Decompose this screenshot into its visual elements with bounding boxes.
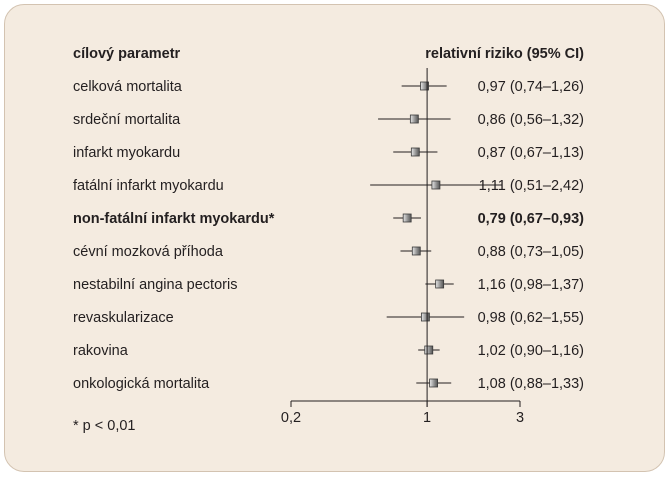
header-left: cílový parametr: [73, 46, 181, 62]
row-value: 1,08 (0,88–1,33): [478, 376, 584, 392]
row-value: 0,87 (0,67–1,13): [478, 145, 584, 161]
row-label: cévní mozková příhoda: [73, 244, 224, 260]
point-marker: [411, 246, 421, 256]
row-label: nestabilní angina pectoris: [73, 277, 237, 293]
row-label: rakovina: [73, 343, 129, 359]
row: onkologická mortalita 1,08 (0,88–1,33): [73, 376, 584, 392]
row-value: 0,79 (0,67–0,93): [478, 211, 585, 227]
row: revaskularizace 0,98 (0,62–1,55): [73, 310, 584, 326]
point-marker: [409, 114, 419, 124]
point-marker: [429, 378, 439, 388]
row-value: 0,97 (0,74–1,26): [478, 79, 584, 95]
tick-label: 3: [516, 410, 524, 426]
header-right: relativní riziko (95% CI): [425, 46, 584, 62]
row-label: onkologická mortalita: [73, 376, 210, 392]
chart-panel: [4, 4, 665, 472]
row-label: fatální infarkt myokardu: [73, 178, 224, 194]
point-marker: [402, 213, 412, 223]
row: rakovina 1,02 (0,90–1,16): [73, 343, 584, 359]
row-value: 1,16 (0,98–1,37): [478, 277, 584, 293]
footnote: * p < 0,01: [73, 418, 135, 434]
rows-group: celková mortalita 0,97 (0,74–1,26) srdeční…: [73, 79, 584, 392]
row-label: revaskularizace: [73, 310, 174, 326]
tick-label: 0,2: [281, 410, 301, 426]
point-marker: [410, 147, 420, 157]
point-marker: [420, 312, 430, 322]
row-label: infarkt myokardu: [73, 145, 180, 161]
row-label: non-fatální infarkt myokardu*: [73, 211, 275, 227]
row: infarkt myokardu 0,87 (0,67–1,13): [73, 145, 584, 161]
row-value: 1,11 (0,51–2,42): [479, 178, 584, 194]
x-axis: 0,2 1 3: [281, 68, 524, 426]
row: srdeční mortalita 0,86 (0,56–1,32): [73, 112, 584, 128]
row-value: 0,88 (0,73–1,05): [478, 244, 584, 260]
point-marker: [435, 279, 445, 289]
row-value: 1,02 (0,90–1,16): [478, 343, 584, 359]
point-marker: [424, 345, 434, 355]
point-marker: [420, 81, 429, 91]
row: fatální infarkt myokardu 1,11 (0,51–2,42): [73, 178, 584, 194]
row: cévní mozková příhoda 0,88 (0,73–1,05): [73, 244, 584, 260]
row: celková mortalita 0,97 (0,74–1,26): [73, 79, 584, 95]
row-label: srdeční mortalita: [73, 112, 181, 128]
row-label: celková mortalita: [73, 79, 183, 95]
tick-label: 1: [423, 410, 431, 426]
row-value: 0,86 (0,56–1,32): [478, 112, 584, 128]
row: non-fatální infarkt myokardu* 0,79 (0,67–…: [73, 211, 584, 227]
row: nestabilní angina pectoris 1,16 (0,98–1,3…: [73, 277, 584, 293]
point-marker: [431, 180, 441, 190]
row-value: 0,98 (0,62–1,55): [478, 310, 584, 326]
